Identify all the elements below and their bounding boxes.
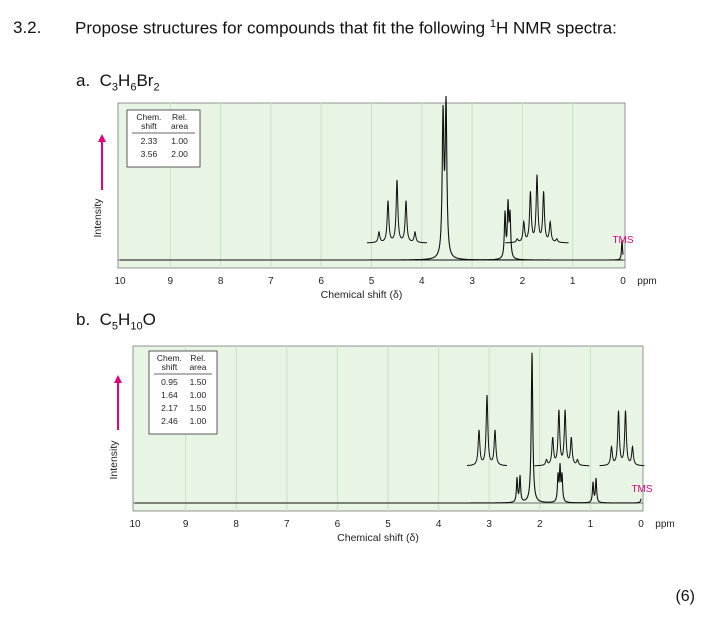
- spectrum-a-tick-label: 0: [620, 276, 626, 287]
- spectrum-b-intensity-arrowhead: [114, 375, 122, 383]
- spectrum-a-table-shift: 3.56: [141, 149, 158, 159]
- spectrum-b-tick-label: 2: [537, 519, 543, 530]
- spectrum-b-table-shift: 2.17: [161, 403, 178, 413]
- spectrum-a-integration-table: [126, 109, 201, 168]
- spectrum-a-x-axis-label: Chemical shift (δ): [321, 289, 403, 301]
- spectrum-a-tick-label: 4: [419, 276, 425, 287]
- spectrum-b-y-axis-label: Intensity: [108, 440, 120, 480]
- question-text: Propose structures for compounds that fi…: [75, 18, 617, 39]
- spectrum-a-tick-label: 1: [570, 276, 576, 287]
- marks-label: (6): [675, 588, 695, 605]
- spectrum-a-multiplet-inset: [367, 179, 427, 244]
- question-text-suffix: H NMR spectra:: [495, 18, 617, 38]
- formula-subscript: 6: [130, 81, 137, 94]
- spectrum-b-table-shift: 2.46: [161, 416, 178, 426]
- formula-element: H: [118, 71, 131, 90]
- spectrum-a-tick-label: 5: [369, 276, 375, 287]
- spectrum-a-y-axis-label: Intensity: [92, 198, 104, 238]
- spectrum-b-unit-label: ppm: [655, 519, 674, 530]
- part-b-label: b. C5H10O: [76, 310, 156, 332]
- spectrum-a-table-header: Chem.: [136, 112, 161, 122]
- spectrum-b-table-shift: 0.95: [161, 377, 178, 387]
- spectrum-a-intensity-arrowhead: [98, 134, 106, 142]
- spectrum-b-tick-label: 6: [335, 519, 341, 530]
- spectrum-b-table-area: 1.00: [190, 390, 207, 400]
- formula-subscript: 5: [111, 320, 119, 333]
- formula-element: C: [99, 310, 112, 329]
- question-number: 3.2.: [13, 18, 42, 37]
- spectrum-b-group: [114, 345, 645, 512]
- part-b-formula: C5H10O: [99, 310, 156, 333]
- spectrum-a-tick-label: 9: [168, 276, 174, 287]
- spectrum-a-tick-label: 8: [218, 276, 224, 287]
- spectrum-b-tick-label: 8: [233, 519, 239, 530]
- spectrum-b-multiplet-inset: [599, 410, 645, 467]
- question-text-prefix: Propose structures for compounds that fi…: [75, 18, 490, 38]
- spectrum-b-tick-label: 3: [486, 519, 492, 530]
- part-a-letter: a.: [76, 71, 91, 90]
- spectrum-a-tms-label: TMS: [612, 235, 633, 246]
- spectrum-b-tick-label: 0: [638, 519, 644, 530]
- part-a-formula: C3H6Br2: [99, 71, 160, 94]
- formula-element: H: [118, 310, 131, 329]
- spectrum-a-multiplet-inset: [505, 174, 569, 244]
- spectrum-b-table-shift: 1.64: [161, 390, 178, 400]
- part-a-label: a. C3H6Br2: [76, 71, 160, 93]
- spectrum-b-tick-label: 9: [183, 519, 189, 530]
- part-b-letter: b.: [76, 310, 91, 329]
- spectrum-a-table-header: area: [171, 121, 188, 131]
- spectrum-a-tick-label: 10: [114, 276, 126, 287]
- spectrum-a-table-area: 1.00: [171, 136, 188, 146]
- spectrum-b-x-axis-label: Chemical shift (δ): [337, 532, 419, 544]
- question-superscript: 1: [489, 18, 496, 30]
- spectrum-a-table-header: Rel.: [172, 112, 187, 122]
- spectrum-b-multiplet-inset: [534, 409, 590, 467]
- spectrum-b-tick-label: 5: [385, 519, 391, 530]
- spectrum-b-table-area: 1.00: [190, 416, 207, 426]
- spectrum-a-group: [98, 95, 626, 269]
- spectrum-a-tick-label: 2: [520, 276, 526, 287]
- spectrum-b-table-header: shift: [162, 362, 178, 372]
- spectrum-b-table-area: 1.50: [190, 403, 207, 413]
- spectrum-a-tick-label: 7: [268, 276, 274, 287]
- spectrum-b-integration-table: [148, 350, 218, 435]
- spectrum-b-multiplet-inset: [467, 394, 507, 466]
- spectrum-b-spectrum-trace: [135, 352, 642, 504]
- formula-element: C: [99, 71, 112, 90]
- spectrum-a-tick-label: 6: [318, 276, 324, 287]
- spectrum-b-tick-label: 7: [284, 519, 290, 530]
- formula-element: O: [142, 310, 156, 329]
- spectrum-a-table-area: 2.00: [171, 149, 188, 159]
- spectrum-b-table-header: Chem.: [157, 353, 182, 363]
- formula-subscript: 3: [111, 81, 119, 94]
- spectrum-b-tms-label: TMS: [631, 484, 652, 495]
- spectrum-b-table-header: Rel.: [190, 353, 205, 363]
- spectrum-b-table-header: area: [189, 362, 206, 372]
- formula-subscript: 2: [153, 81, 160, 94]
- spectrum-b-tick-label: 1: [588, 519, 594, 530]
- spectrum-b-tick-label: 4: [436, 519, 442, 530]
- spectrum-a-table-header: shift: [141, 121, 157, 131]
- spectrum-b-table-area: 1.50: [190, 377, 207, 387]
- spectrum-b-tick-label: 10: [129, 519, 141, 530]
- formula-element: Br: [136, 71, 154, 90]
- spectrum-a-spectrum-trace-small: [120, 199, 624, 261]
- spectrum-a-tick-label: 3: [469, 276, 475, 287]
- spectrum-a-table-shift: 2.33: [141, 136, 158, 146]
- formula-subscript: 10: [130, 320, 143, 333]
- spectrum-a-unit-label: ppm: [637, 276, 656, 287]
